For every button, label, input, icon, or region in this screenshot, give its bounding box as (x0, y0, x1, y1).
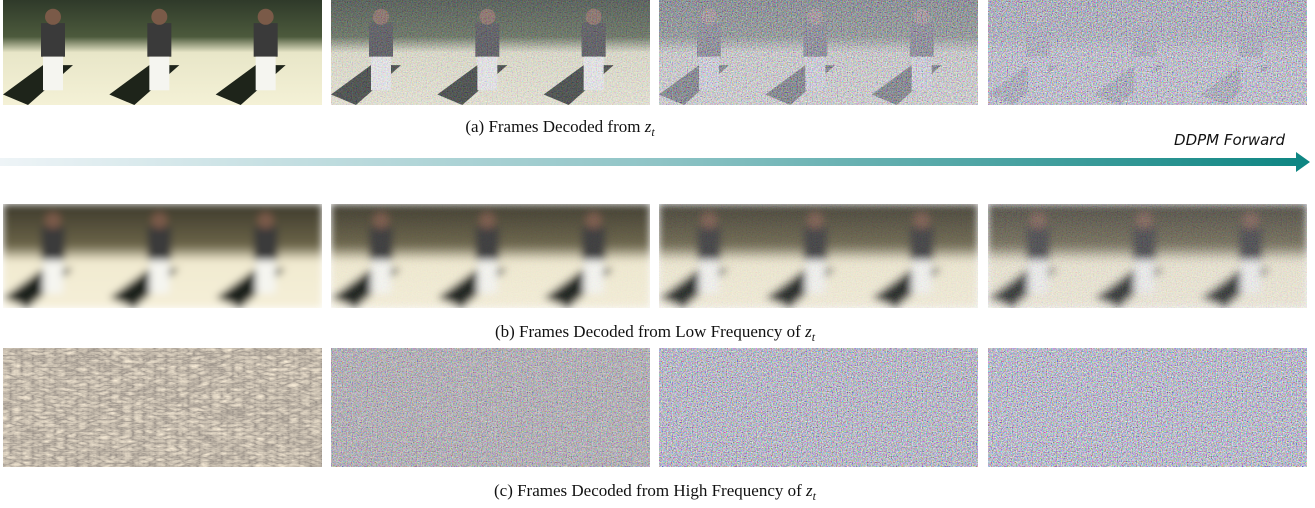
person (41, 227, 65, 260)
caption-b: (b) Frames Decoded from Low Frequency of… (495, 322, 816, 344)
frame-panel (988, 204, 1307, 308)
arrow-label: DDPM Forward (1174, 131, 1285, 149)
frame-panel (659, 348, 978, 467)
noise (988, 348, 1307, 467)
person (256, 57, 276, 91)
person (149, 260, 169, 293)
noise (988, 0, 1307, 105)
noise (331, 348, 650, 467)
figure: (a) Frames Decoded from zt DDPM Forward … (0, 0, 1315, 508)
head (258, 9, 274, 25)
frame-panel (659, 0, 978, 105)
head (45, 9, 61, 25)
head (151, 213, 167, 229)
frame-panel (3, 348, 322, 467)
noise (659, 0, 978, 105)
scene (3, 204, 322, 308)
frame-panel (331, 204, 650, 308)
person (254, 227, 278, 260)
frame-panel (988, 0, 1307, 105)
person (147, 227, 171, 260)
frame-panel (3, 0, 322, 105)
forward-arrow (0, 152, 1310, 172)
noise (659, 204, 978, 308)
head (45, 213, 61, 229)
head (151, 9, 167, 25)
noise (331, 204, 650, 308)
caption-a: (a) Frames Decoded from zt (465, 117, 655, 139)
person (147, 23, 171, 57)
frame-panel (3, 204, 322, 308)
noise (988, 204, 1307, 308)
person (256, 260, 276, 293)
frame-panel (331, 348, 650, 467)
texture (3, 348, 322, 467)
person (254, 23, 278, 57)
person (149, 57, 169, 91)
frame-panel (331, 0, 650, 105)
person (43, 57, 63, 91)
caption-c: (c) Frames Decoded from High Frequency o… (494, 481, 817, 503)
frame-panel (659, 204, 978, 308)
scene (3, 0, 322, 105)
noise (331, 0, 650, 105)
frame-panel (988, 348, 1307, 467)
head (258, 213, 274, 229)
person (41, 23, 65, 57)
noise (659, 348, 978, 467)
person (43, 260, 63, 293)
